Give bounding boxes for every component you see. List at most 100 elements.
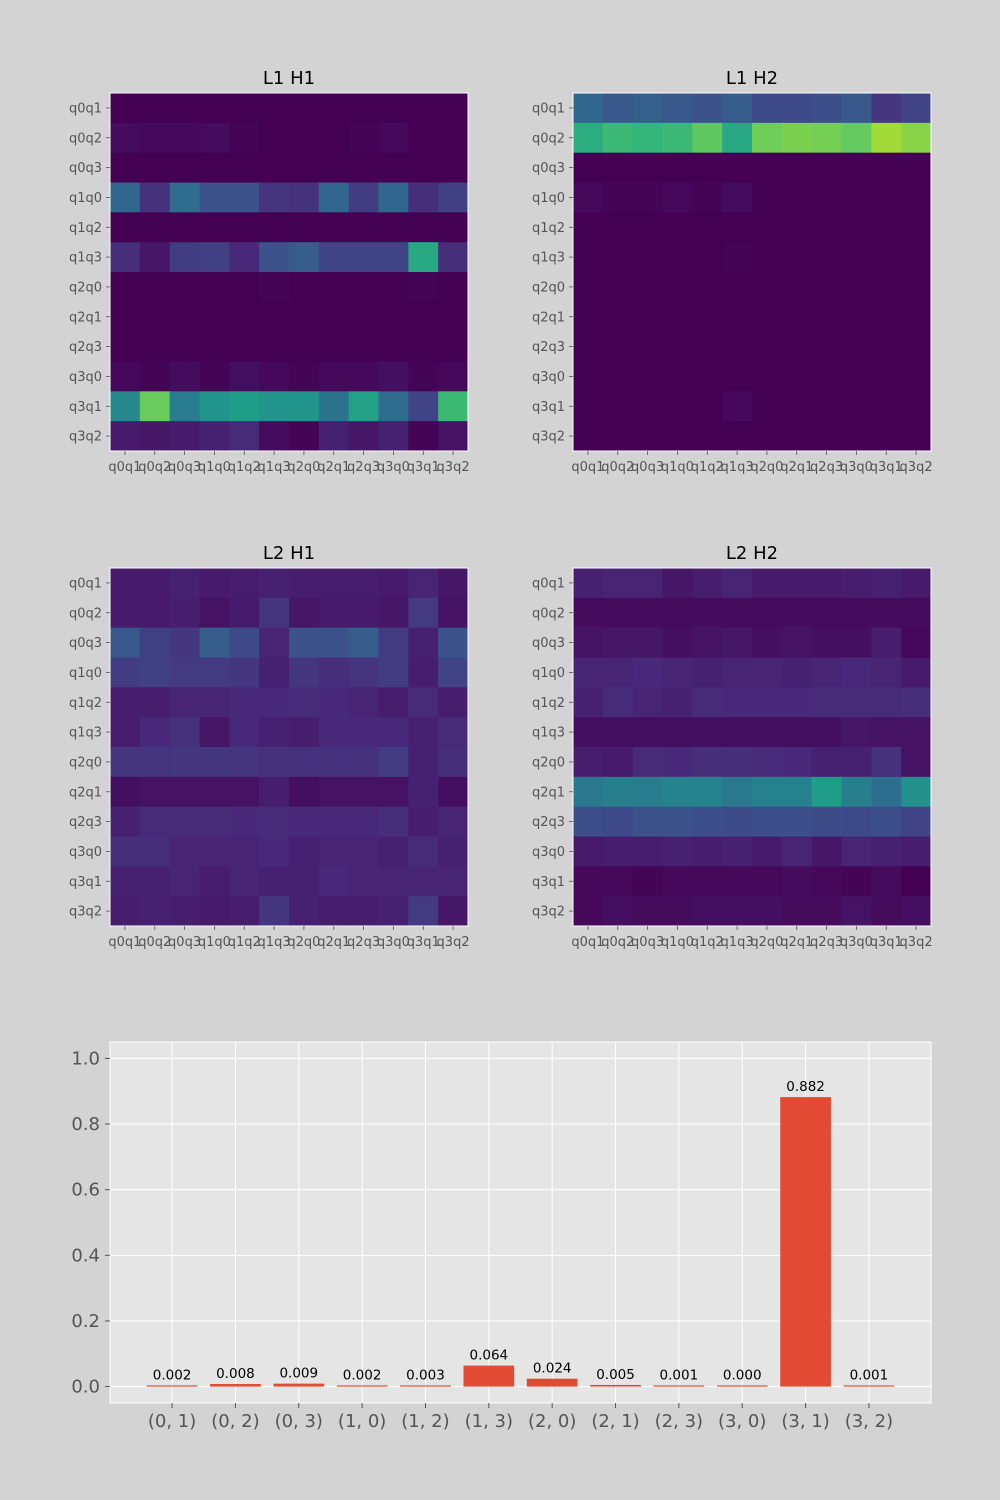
- heatmap-cell: [632, 747, 663, 778]
- heatmap-cell: [573, 152, 604, 183]
- heatmap-cell: [348, 152, 379, 183]
- heatmap-cell: [378, 361, 409, 392]
- heatmap-cell: [110, 242, 141, 273]
- heatmap-cell: [722, 806, 753, 837]
- heatmap-cell: [318, 568, 350, 599]
- heatmap-cell: [110, 776, 141, 808]
- y-tick-label: q3q2: [532, 430, 565, 445]
- heatmap-cell: [348, 657, 379, 688]
- heatmap-cell: [811, 331, 842, 362]
- x-tick-label: (0, 2): [211, 1411, 259, 1432]
- bar-value-label: 0.882: [786, 1079, 825, 1095]
- heatmap-cell: [289, 776, 320, 808]
- heatmap-cell: [722, 597, 753, 629]
- heatmap-cell: [662, 597, 693, 629]
- y-tick-label: q0q2: [69, 606, 102, 621]
- heatmap-cell: [722, 866, 753, 897]
- y-tick-label: q3q2: [532, 905, 565, 920]
- heatmap-cell: [871, 597, 902, 629]
- heatmap-cell: [662, 212, 693, 243]
- heatmap-cell: [318, 331, 350, 362]
- heatmap-cell: [692, 182, 723, 213]
- y-tick-label: 0.2: [71, 1311, 100, 1332]
- heatmap-cell: [602, 93, 634, 124]
- heatmap-cell: [692, 122, 723, 154]
- y-tick-label: q1q0: [69, 191, 102, 206]
- heatmap-cell: [871, 896, 902, 927]
- heatmap-cell: [348, 331, 379, 362]
- heatmap-cell: [573, 93, 604, 124]
- bar: [336, 1385, 388, 1387]
- heatmap-cell: [438, 687, 469, 718]
- y-tick-label: q0q1: [532, 101, 565, 116]
- y-tick-label: q2q3: [69, 340, 102, 355]
- bar: [146, 1385, 198, 1387]
- heatmap-cell: [752, 657, 783, 688]
- heatmap-cell: [378, 391, 409, 422]
- heatmap-cell: [139, 93, 171, 124]
- heatmap-cell: [871, 421, 902, 452]
- x-tick-label: q1q3: [258, 460, 291, 475]
- heatmap-cell: [199, 627, 230, 658]
- heatmap-cell: [811, 836, 842, 867]
- heatmap-cell: [199, 657, 230, 688]
- heatmap-cell: [348, 272, 379, 303]
- heatmap-cell: [259, 122, 290, 154]
- x-tick-label: q2q3: [347, 460, 380, 475]
- heatmap-cell: [722, 568, 753, 599]
- heatmap-cell: [438, 747, 469, 778]
- bar-value-label: 0.000: [723, 1367, 762, 1383]
- x-tick-label: q2q1: [780, 935, 813, 950]
- heatmap-cell: [602, 331, 634, 362]
- heatmap-cell: [289, 122, 320, 154]
- heatmap-cell: [871, 361, 902, 392]
- y-tick-label: q3q2: [69, 430, 102, 445]
- heatmap-cell: [408, 242, 439, 273]
- heatmap-cell: [901, 331, 932, 362]
- heatmap-cell: [573, 717, 604, 748]
- heatmap-cell: [752, 331, 783, 362]
- y-tick-label: q0q1: [69, 576, 102, 591]
- heatmap-cell: [408, 627, 439, 658]
- heatmap-cell: [318, 896, 350, 927]
- x-tick-label: (3, 2): [845, 1411, 893, 1432]
- heatmap-cell: [348, 866, 379, 897]
- heatmap-cell: [169, 182, 200, 213]
- x-tick-label: q1q2: [228, 935, 261, 950]
- heatmap-cell: [752, 747, 783, 778]
- heatmap-cell: [438, 836, 469, 867]
- heatmap-cell: [602, 212, 634, 243]
- heatmap-cell: [781, 152, 813, 183]
- heatmap-cell: [110, 272, 141, 303]
- heatmap-cell: [318, 301, 350, 333]
- heatmap-cell: [110, 657, 141, 688]
- heatmap-cell: [139, 597, 171, 629]
- y-tick-label: q2q1: [532, 310, 565, 325]
- heatmap-cell: [752, 896, 783, 927]
- heatmap-l1-h2: L1 H2 q0q1q0q2q0q3q1q0q1q2q1q3q2q0q2q1q2…: [532, 68, 933, 475]
- bar: [210, 1383, 261, 1387]
- heatmap-cell: [841, 866, 872, 897]
- heatmap-cell: [811, 421, 842, 452]
- heatmap-cell: [692, 866, 723, 897]
- heatmap-cell: [841, 687, 872, 718]
- heatmap-cell: [139, 627, 171, 658]
- heatmap-cell: [259, 806, 290, 837]
- x-tick-label: (3, 1): [781, 1411, 829, 1432]
- heatmap-cell: [139, 272, 171, 303]
- heatmap-cell: [378, 747, 409, 778]
- heatmap-cell: [692, 421, 723, 452]
- heatmap-cell: [199, 93, 230, 124]
- heatmap-cell: [408, 776, 439, 808]
- heatmap-cell: [841, 836, 872, 867]
- heatmap-cell: [722, 717, 753, 748]
- heatmap-cell: [348, 242, 379, 273]
- heatmap-cell: [692, 152, 723, 183]
- heatmap-cell: [901, 568, 932, 599]
- heatmap-cell: [781, 806, 813, 837]
- heatmap-cell: [139, 806, 171, 837]
- heatmap-cell: [573, 421, 604, 452]
- heatmap-cell: [841, 242, 872, 273]
- heatmap-cell: [289, 806, 320, 837]
- heatmap-cell: [901, 627, 932, 658]
